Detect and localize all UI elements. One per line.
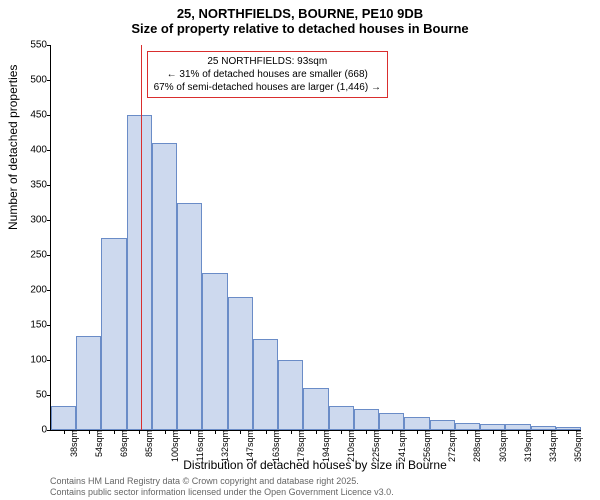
x-tick-mark [442, 430, 443, 434]
x-tick-mark [291, 430, 292, 434]
x-tick-mark [417, 430, 418, 434]
y-tick-mark [47, 220, 51, 221]
x-tick-mark [190, 430, 191, 434]
histogram-bar [76, 336, 101, 431]
y-tick-mark [47, 115, 51, 116]
histogram-bar [101, 238, 126, 431]
annot-line2: ← 31% of detached houses are smaller (66… [154, 68, 381, 81]
x-tick-mark [568, 430, 569, 434]
histogram-bar [127, 115, 152, 430]
x-tick-mark [215, 430, 216, 434]
y-tick-mark [47, 150, 51, 151]
y-tick-mark [47, 80, 51, 81]
x-tick-label: 116sqm [193, 430, 205, 461]
x-tick-label: 54sqm [92, 430, 104, 457]
histogram-bar [303, 388, 328, 430]
x-tick-mark [165, 430, 166, 434]
x-tick-mark [467, 430, 468, 434]
x-tick-mark [139, 430, 140, 434]
histogram-bar [404, 417, 429, 430]
histogram-bar [51, 406, 76, 431]
footer: Contains HM Land Registry data © Crown c… [50, 476, 394, 498]
x-tick-mark [316, 430, 317, 434]
footer-line2: Contains public sector information licen… [50, 487, 394, 498]
y-tick-mark [47, 395, 51, 396]
y-tick-mark [47, 185, 51, 186]
x-tick-mark [493, 430, 494, 434]
chart-container: 25, NORTHFIELDS, BOURNE, PE10 9DB Size o… [0, 0, 600, 500]
x-tick-mark [543, 430, 544, 434]
x-tick-mark [64, 430, 65, 434]
y-tick-mark [47, 325, 51, 326]
subtitle: Size of property relative to detached ho… [0, 21, 600, 36]
address-title: 25, NORTHFIELDS, BOURNE, PE10 9DB [0, 6, 600, 21]
histogram-bar [152, 143, 177, 430]
x-tick-mark [240, 430, 241, 434]
y-tick-mark [47, 255, 51, 256]
annot-line1: 25 NORTHFIELDS: 93sqm [154, 55, 381, 68]
histogram-bar [354, 409, 379, 430]
x-tick-mark [114, 430, 115, 434]
x-tick-label: 38sqm [67, 430, 79, 457]
annot-line3: 67% of semi-detached houses are larger (… [154, 81, 381, 94]
histogram-bar [430, 420, 455, 431]
y-tick-mark [47, 45, 51, 46]
y-tick-mark [47, 360, 51, 361]
reference-line [141, 45, 142, 430]
y-axis-label: Number of detached properties [6, 65, 20, 230]
histogram-bar [202, 273, 227, 431]
annotation-box: 25 NORTHFIELDS: 93sqm ← 31% of detached … [147, 51, 388, 98]
x-tick-mark [341, 430, 342, 434]
histogram-bar [228, 297, 253, 430]
x-tick-mark [518, 430, 519, 434]
x-tick-mark [366, 430, 367, 434]
histogram-bar [253, 339, 278, 430]
title-block: 25, NORTHFIELDS, BOURNE, PE10 9DB Size o… [0, 0, 600, 36]
histogram-bar [329, 406, 354, 431]
x-tick-label: 85sqm [142, 430, 154, 457]
x-tick-mark [89, 430, 90, 434]
y-tick-mark [47, 290, 51, 291]
histogram-bar [455, 423, 480, 430]
histogram-bar [177, 203, 202, 431]
x-tick-mark [266, 430, 267, 434]
x-tick-mark [392, 430, 393, 434]
histogram-bar [379, 413, 404, 431]
y-tick-mark [47, 430, 51, 431]
x-tick-label: 69sqm [117, 430, 129, 457]
plot-area: 25 NORTHFIELDS: 93sqm ← 31% of detached … [50, 45, 581, 431]
x-axis-label: Distribution of detached houses by size … [50, 458, 580, 472]
footer-line1: Contains HM Land Registry data © Crown c… [50, 476, 394, 487]
histogram-bar [278, 360, 303, 430]
